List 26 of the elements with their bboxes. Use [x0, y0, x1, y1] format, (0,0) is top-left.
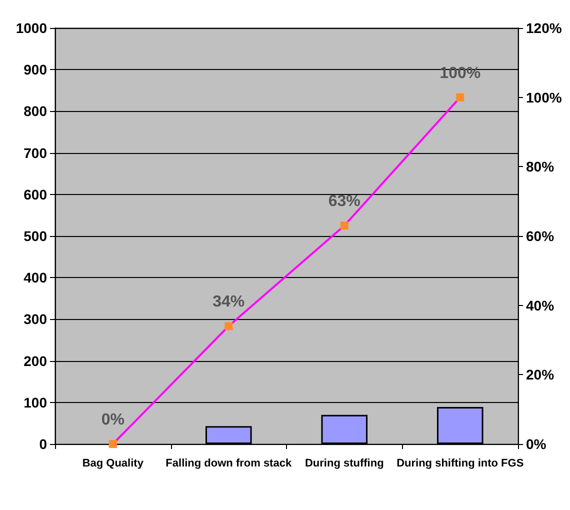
y-tick-label: 800	[24, 103, 48, 120]
y2-tick-label: 60%	[526, 228, 555, 244]
x-tick-label: During shifting into FGS	[396, 458, 524, 470]
x-tick-label: Falling down from stack	[166, 458, 292, 470]
y-tick-label: 1000	[16, 20, 48, 36]
y2-tick-label: 20%	[526, 366, 555, 383]
y-tick-label: 700	[24, 144, 48, 161]
y2-tick-label: 80%	[526, 158, 555, 175]
y-tick-label: 600	[24, 186, 48, 202]
y-tick-label: 100	[24, 394, 48, 410]
y-tick-label: 300	[24, 311, 48, 328]
data-label: 0%	[101, 412, 124, 428]
y2-tick-label: 100%	[526, 89, 562, 106]
y2-tick-label: 40%	[526, 297, 555, 314]
y2-tick-label: 120%	[526, 20, 562, 36]
y-tick-label: 400	[24, 270, 48, 286]
y-tick-label: 900	[24, 62, 48, 78]
y-tick-label: 0	[39, 436, 48, 452]
y-tick-label: 500	[24, 228, 48, 244]
data-label: 34%	[212, 294, 245, 311]
y2-tick-label: 0%	[526, 436, 547, 452]
x-tick-label: During stuffing	[304, 458, 384, 470]
data-label: 63%	[328, 193, 360, 210]
x-tick-label: Bag Quality	[82, 458, 144, 470]
y-tick-label: 200	[24, 352, 48, 369]
data-label: 100%	[440, 64, 481, 82]
